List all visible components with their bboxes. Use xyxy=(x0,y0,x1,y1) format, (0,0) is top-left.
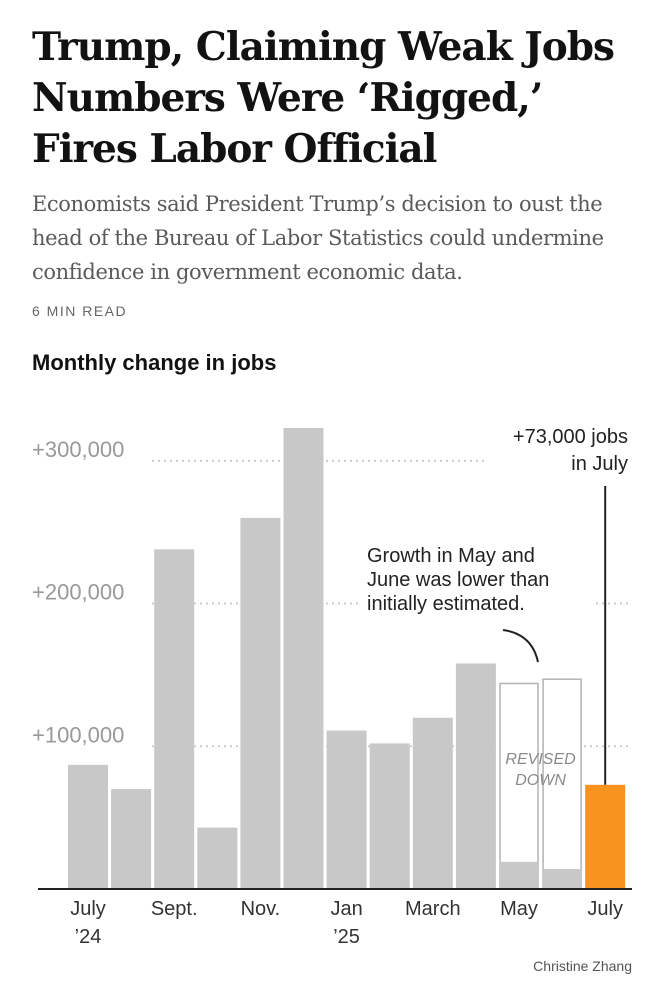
jobs-bar-chart: +100,000 +200,000 +300,000 July ’24 Sept. Nov.… xyxy=(30,420,636,948)
latest-annotation: +73,000 jobs xyxy=(513,426,628,448)
y-tick-label-bg xyxy=(30,722,148,749)
revision-note-leader xyxy=(502,629,539,663)
revised-down-label: DOWN xyxy=(515,772,566,789)
x-tick-label: July xyxy=(70,898,106,920)
revision-note: June was lower than xyxy=(367,569,549,591)
article-summary: Economists said President Trump’s decisi… xyxy=(32,192,604,284)
revision-note: initially estimated. xyxy=(367,593,525,615)
bar-7 xyxy=(369,743,410,889)
bar-12 xyxy=(585,784,626,889)
bar-10 xyxy=(499,861,539,889)
bar-4 xyxy=(240,517,281,889)
bar-8 xyxy=(412,717,453,889)
revision-note: Growth in May and xyxy=(367,545,535,567)
y-tick-label-bg xyxy=(30,436,148,463)
latest-annotation-bg xyxy=(488,420,636,478)
headline: Trump, Claiming Weak Jobs Numbers Were ‘… xyxy=(32,24,615,172)
latest-annotation: in July xyxy=(571,453,628,475)
chart-title: Monthly change in jobs xyxy=(32,350,277,375)
bar-initial-estimate-10 xyxy=(499,682,539,890)
chart-credit: Christine Zhang xyxy=(533,958,632,974)
x-tick-label: ’24 xyxy=(75,926,102,948)
revision-note-bg xyxy=(362,542,596,618)
bar-0 xyxy=(68,764,108,889)
x-tick-label: Jan xyxy=(330,898,362,920)
bar-6 xyxy=(326,730,367,889)
y-tick-label: +100,000 xyxy=(32,722,124,747)
x-tick-label: May xyxy=(500,898,538,920)
x-tick-label: Sept. xyxy=(151,898,198,920)
bar-1 xyxy=(111,789,152,889)
y-tick-label: +300,000 xyxy=(32,437,124,462)
bar-2 xyxy=(154,549,195,889)
x-tick-label: July xyxy=(587,898,623,920)
y-tick-label-bg xyxy=(30,579,148,606)
x-tick-label: Nov. xyxy=(241,898,281,920)
x-tick-label: March xyxy=(405,898,461,920)
revised-down-label: REVISED xyxy=(505,751,576,768)
bar-11 xyxy=(542,869,583,889)
bar-3 xyxy=(197,827,238,889)
bar-5 xyxy=(283,427,324,889)
bar-initial-estimate-11 xyxy=(542,678,582,890)
x-tick-label: ’25 xyxy=(333,926,360,948)
bar-9 xyxy=(455,663,496,889)
read-time: 6 MIN READ xyxy=(32,303,128,319)
y-tick-label: +200,000 xyxy=(32,580,124,605)
